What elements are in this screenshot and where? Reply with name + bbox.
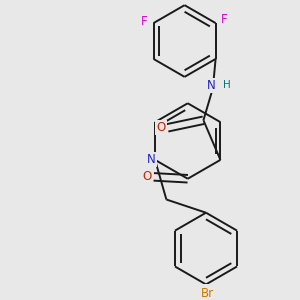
Text: Br: Br: [201, 287, 214, 300]
Text: H: H: [223, 80, 231, 90]
Text: O: O: [156, 121, 166, 134]
Text: F: F: [221, 13, 227, 26]
Text: O: O: [142, 170, 152, 183]
Text: F: F: [141, 15, 147, 28]
Text: N: N: [147, 153, 156, 167]
Text: N: N: [207, 79, 215, 92]
